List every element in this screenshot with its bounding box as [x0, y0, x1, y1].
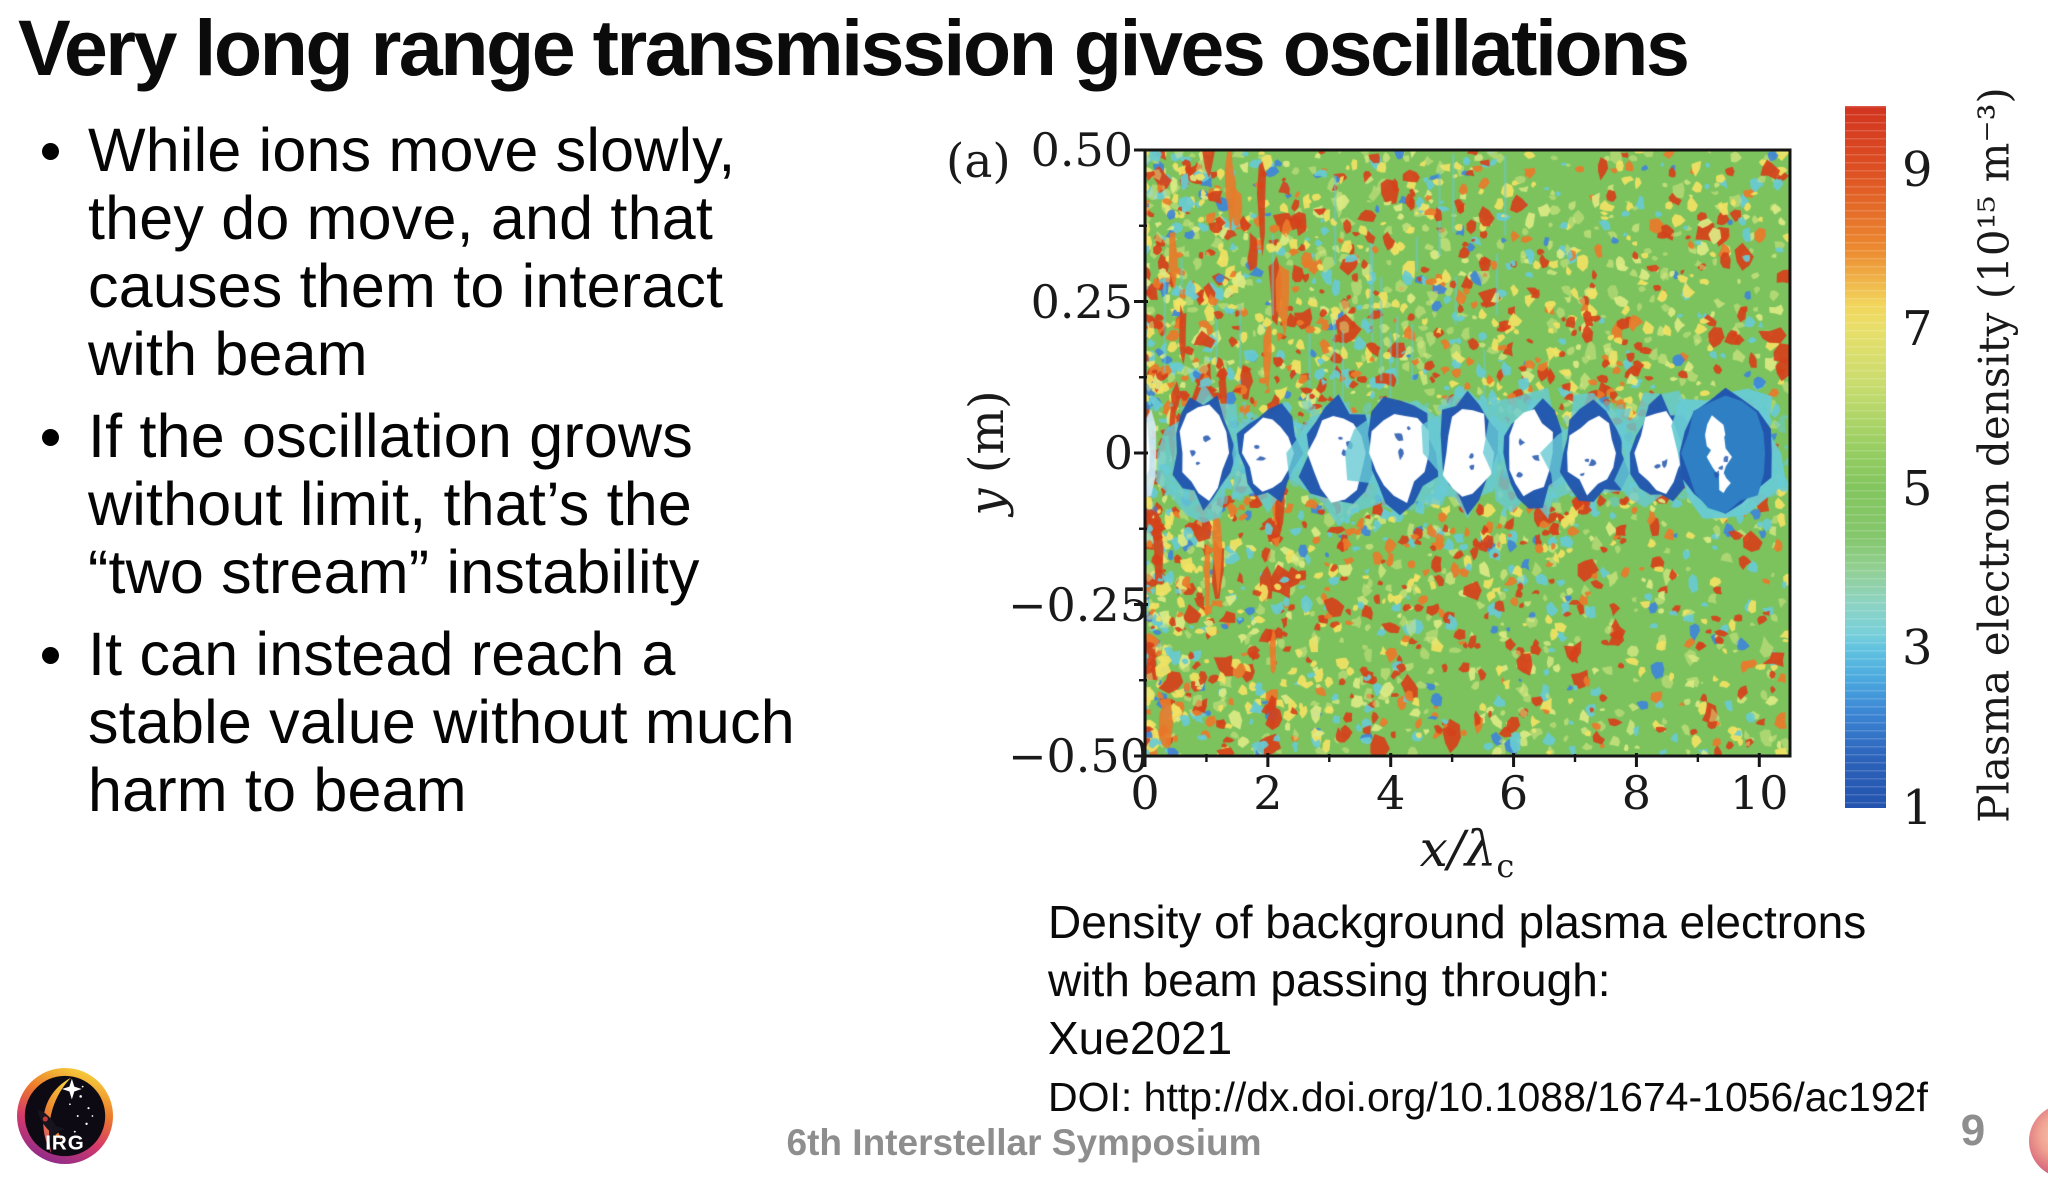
logo-rocket-icon	[38, 1109, 66, 1142]
y-axis-variable: y	[959, 488, 1015, 516]
bullet-item: While ions move slowly, they do move, and…	[42, 116, 795, 388]
logo-stars	[69, 1085, 94, 1133]
bullet-line: If the oscillation grows	[88, 402, 693, 470]
panel-label: (a)	[946, 134, 1011, 189]
colorbar	[1845, 106, 1886, 808]
caption-line: with beam passing through:	[1048, 954, 1611, 1006]
bullet-line: they do move, and that	[88, 184, 713, 252]
y-tick-label: 0.50	[1030, 123, 1133, 177]
colorbar-tick-label: 7	[1902, 301, 1933, 358]
bullet-dot-icon	[42, 429, 59, 446]
bullet-line: with beam	[88, 320, 368, 388]
x-axis-subscript: c	[1496, 847, 1515, 885]
x-tick-label: 10	[1730, 766, 1789, 820]
colorbar-tick-label: 3	[1902, 620, 1933, 677]
colorbar-tick-label: 5	[1902, 460, 1933, 517]
bullet-line: stable value without much	[88, 688, 795, 756]
bullet-line: While ions move slowly,	[88, 116, 736, 184]
x-axis-label: x/λc	[1420, 820, 1515, 885]
bullet-dot-icon	[42, 647, 59, 664]
bullet-item: It can instead reach a stable value witho…	[42, 620, 795, 824]
logo-text: IRG	[45, 1131, 85, 1154]
colorbar-tick-label: 9	[1902, 141, 1933, 198]
bullet-line: causes them to interact	[88, 252, 724, 320]
caption-doi-line: DOI: http://dx.doi.org/10.1088/1674-1056…	[1048, 1074, 1928, 1120]
partial-corner-logo	[2029, 1104, 2048, 1178]
irg-logo: IRG	[16, 1067, 114, 1165]
page-number: 9	[1960, 1106, 1986, 1155]
bullet-line: without limit, that’s the	[88, 470, 692, 538]
bullet-line: “two stream” instability	[88, 538, 700, 606]
x-tick-label: 8	[1621, 766, 1652, 820]
colorbar-label: Plasma electron density (10¹⁵ m⁻³)	[1969, 87, 2019, 823]
x-tick-label: 0	[1130, 766, 1160, 820]
figure-caption: Density of background plasma electrons wi…	[1048, 893, 1928, 1123]
y-axis-label: y (m)	[959, 390, 1015, 515]
x-tick-label: 4	[1376, 766, 1406, 820]
y-tick-label: 0	[1103, 426, 1133, 480]
bullet-dot-icon	[42, 143, 59, 160]
logo-sparkle-star-icon	[62, 1078, 82, 1100]
footer-title: 6th Interstellar Symposium	[786, 1122, 1262, 1163]
y-tick-label: 0.25	[1030, 274, 1133, 329]
caption-line: Xue2021	[1048, 1012, 1233, 1064]
y-tick-label: −0.50	[1008, 729, 1149, 783]
x-axis-variable: x/λ	[1419, 820, 1497, 878]
x-tick-label: 2	[1253, 766, 1283, 820]
y-tick-label: −0.25	[1008, 577, 1149, 632]
bullet-item: If the oscillation grows without limit, t…	[42, 402, 795, 606]
x-tick-label: 6	[1498, 766, 1529, 820]
bullet-line: harm to beam	[88, 756, 467, 824]
bullet-line: It can instead reach a	[88, 620, 676, 688]
caption-line: Density of background plasma electrons	[1048, 896, 1867, 948]
colorbar-tick-label: 1	[1902, 780, 1933, 836]
bullet-list: While ions move slowly, they do move, and…	[42, 116, 795, 838]
heatmap-canvas	[1145, 150, 1790, 756]
y-axis-unit: (m)	[959, 390, 1015, 489]
logo-comet-trail	[43, 1077, 71, 1154]
slide-title: Very long range transmission gives oscil…	[18, 3, 1690, 92]
